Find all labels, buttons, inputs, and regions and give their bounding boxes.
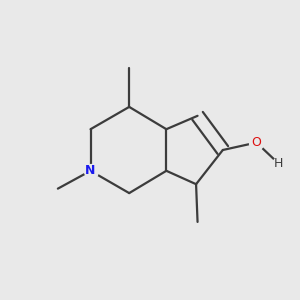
Text: N: N <box>85 164 96 177</box>
Text: O: O <box>251 136 261 149</box>
Text: H: H <box>274 157 283 170</box>
